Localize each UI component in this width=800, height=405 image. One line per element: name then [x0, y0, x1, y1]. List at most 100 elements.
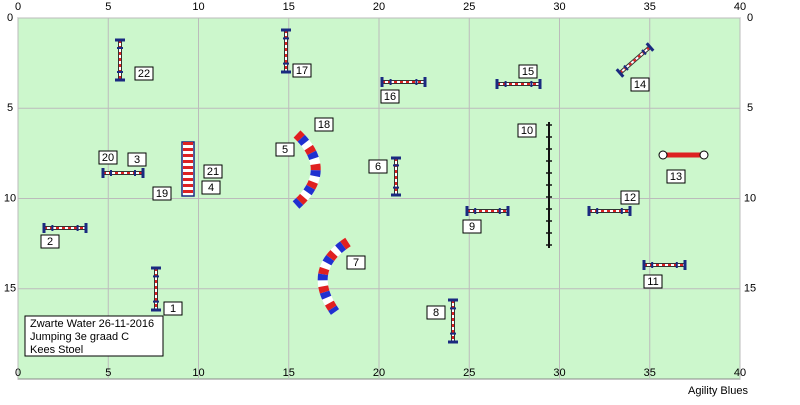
label-box — [203, 164, 223, 179]
label-box — [292, 63, 312, 78]
x-tick-label: 40 — [734, 367, 746, 379]
label-box — [314, 117, 334, 132]
obstacle-label: 18 — [314, 117, 334, 132]
y-tick-label: 10 — [4, 192, 16, 204]
x-tick-label: 10 — [192, 367, 204, 379]
label-text: 18 — [318, 119, 330, 131]
info-line: Kees Stoel — [30, 344, 83, 356]
label-text: 6 — [375, 161, 381, 173]
tunnel — [317, 237, 351, 315]
label-text: 10 — [521, 125, 533, 137]
label-text: 21 — [207, 166, 219, 178]
tunnel — [292, 130, 321, 209]
obstacle-label: 13 — [666, 169, 686, 184]
x-tick-label: 35 — [644, 367, 656, 379]
obstacle-label: 15 — [518, 64, 538, 79]
x-tick-label: 10 — [192, 1, 204, 13]
jump-wing — [641, 49, 647, 56]
label-text: 4 — [208, 182, 214, 194]
label-box — [98, 150, 118, 165]
obstacle-label: 11 — [643, 274, 663, 289]
y-tick-label: 15 — [4, 283, 16, 295]
obstacle-label: 10 — [517, 123, 537, 138]
label-text: 11 — [647, 276, 658, 288]
label-box — [426, 305, 446, 320]
obstacle-label: 7 — [346, 255, 366, 270]
label-text: 7 — [353, 257, 359, 269]
label-text: 3 — [134, 154, 140, 166]
label-text: 19 — [156, 188, 168, 200]
label-text: 22 — [138, 68, 150, 80]
label-box — [152, 186, 172, 201]
info-line: Zwarte Water 26-11-2016 — [30, 318, 154, 330]
y-tick-label: 5 — [7, 102, 13, 114]
x-tick-label: 25 — [463, 367, 475, 379]
label-box — [518, 64, 538, 79]
obstacle-label: 6 — [368, 159, 388, 174]
x-tick-label: 5 — [105, 1, 111, 13]
obstacle-label: 21 — [203, 164, 223, 179]
jump-wing — [615, 68, 625, 78]
x-tick-label: 40 — [734, 1, 746, 13]
obstacle-label: 2 — [40, 234, 60, 249]
label-text: 15 — [522, 66, 534, 78]
obstacle-label: 14 — [630, 77, 650, 92]
label-box — [380, 89, 400, 104]
y-tick-label: 0 — [747, 12, 753, 24]
info-line: Jumping 3e graad C — [30, 331, 129, 343]
obstacle-label: 20 — [98, 150, 118, 165]
x-tick-label: 25 — [463, 1, 475, 13]
label-text: 12 — [624, 192, 636, 204]
x-tick-label: 15 — [283, 367, 295, 379]
x-tick-label: 0 — [15, 367, 21, 379]
label-box — [630, 77, 650, 92]
label-box — [275, 142, 295, 157]
jump-end — [699, 150, 709, 160]
obstacle-label: 16 — [380, 89, 400, 104]
obstacle-label: 9 — [462, 219, 482, 234]
label-text: 17 — [296, 65, 308, 77]
y-tick-label: 5 — [747, 102, 753, 114]
label-text: 13 — [670, 171, 682, 183]
label-box — [40, 234, 60, 249]
label-box — [368, 159, 388, 174]
x-tick-label: 5 — [105, 367, 111, 379]
label-box — [643, 274, 663, 289]
label-box — [517, 123, 537, 138]
obstacle-label: 19 — [152, 186, 172, 201]
label-text: 8 — [433, 307, 439, 319]
label-box — [127, 152, 147, 167]
label-text: 2 — [47, 236, 53, 248]
label-text: 9 — [469, 221, 475, 233]
x-tick-label: 15 — [283, 1, 295, 13]
y-tick-label: 0 — [7, 12, 13, 24]
x-tick-label: 35 — [644, 1, 656, 13]
label-box — [346, 255, 366, 270]
obstacle-label: 12 — [620, 190, 640, 205]
label-box — [163, 301, 183, 316]
jump-end — [658, 150, 668, 160]
obstacle-label: 8 — [426, 305, 446, 320]
obstacle-label: 4 — [201, 180, 221, 195]
label-text: 14 — [634, 79, 646, 91]
jump-bar — [619, 46, 651, 74]
label-text: 1 — [170, 303, 176, 315]
x-tick-label: 30 — [553, 367, 565, 379]
label-text: 16 — [384, 91, 396, 103]
obstacle-label: 22 — [134, 66, 154, 81]
tunnel — [317, 237, 351, 315]
y-tick-label: 10 — [744, 192, 756, 204]
tunnel — [292, 130, 321, 209]
jump-wing — [623, 64, 629, 71]
x-tick-label: 0 — [15, 1, 21, 13]
jump-wing — [645, 42, 655, 52]
obstacle-label: 1 — [163, 301, 183, 316]
footer: Agility Blues — [688, 385, 748, 397]
label-box — [462, 219, 482, 234]
x-tick-label: 30 — [553, 1, 565, 13]
obstacle-label: 3 — [127, 152, 147, 167]
label-text: 5 — [282, 144, 288, 156]
y-tick-label: 15 — [744, 283, 756, 295]
label-box — [666, 169, 686, 184]
